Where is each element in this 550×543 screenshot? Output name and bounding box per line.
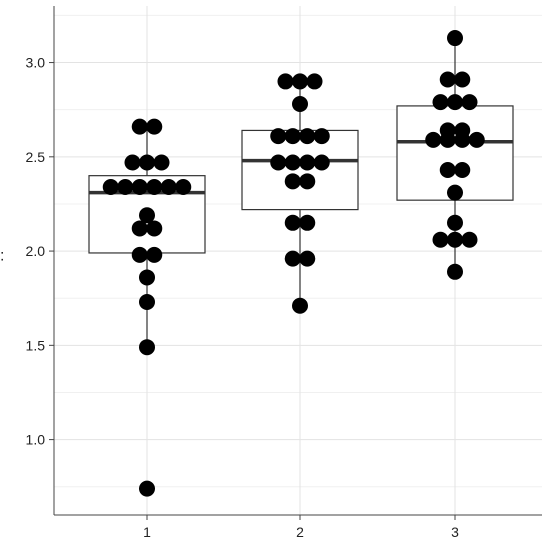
data-point <box>139 154 155 171</box>
data-point <box>454 131 471 148</box>
point-layer <box>102 30 485 497</box>
box-iqr <box>396 105 514 201</box>
data-point <box>284 214 301 231</box>
data-point <box>139 480 155 497</box>
y-tick-label: 2.5 <box>26 149 46 165</box>
data-point <box>277 73 294 90</box>
data-point <box>439 71 456 88</box>
data-point <box>454 162 471 179</box>
data-point <box>299 250 316 267</box>
data-point <box>454 71 471 88</box>
data-point <box>447 30 463 47</box>
data-point <box>447 263 463 280</box>
data-point <box>284 128 301 145</box>
x-tick-label: 3 <box>451 524 459 540</box>
data-point <box>292 96 308 113</box>
data-point <box>447 214 463 231</box>
label-layer: : 1.0 1.5 2.0 2.5 3.0 1 2 3 <box>0 55 459 540</box>
data-point <box>160 178 177 195</box>
data-point <box>461 231 478 248</box>
data-point <box>313 154 330 171</box>
data-point <box>439 131 456 148</box>
data-point <box>299 214 316 231</box>
x-tick-label: 2 <box>296 524 304 540</box>
y-tick-label: 2.0 <box>26 243 46 259</box>
data-point <box>425 131 442 148</box>
data-point <box>284 154 301 171</box>
data-point <box>146 118 163 135</box>
data-point <box>447 184 463 201</box>
data-point <box>131 220 148 237</box>
data-point <box>299 154 316 171</box>
data-point <box>146 178 163 195</box>
data-point <box>447 94 463 111</box>
data-point <box>284 173 301 190</box>
y-axis-label: : <box>0 248 4 265</box>
data-point <box>313 128 330 145</box>
data-point <box>175 178 192 195</box>
data-point <box>447 231 463 248</box>
axis-layer <box>49 6 542 520</box>
y-tick-label: 3.0 <box>26 55 46 71</box>
data-point <box>131 178 148 195</box>
box-group-2 <box>241 81 359 308</box>
data-point <box>292 297 308 314</box>
data-point <box>461 94 478 111</box>
data-point <box>146 246 163 263</box>
data-point <box>432 231 449 248</box>
data-point <box>270 154 287 171</box>
data-point <box>299 173 316 190</box>
data-point <box>131 246 148 263</box>
y-tick-label: 1.5 <box>26 337 46 353</box>
data-point <box>146 220 163 237</box>
y-tick-label: 1.0 <box>26 432 46 448</box>
data-point <box>139 293 155 310</box>
data-point <box>102 178 119 195</box>
data-point <box>124 154 141 171</box>
data-point <box>117 178 134 195</box>
data-point <box>139 339 155 356</box>
data-point <box>292 73 308 90</box>
data-point <box>432 94 449 111</box>
data-point <box>299 128 316 145</box>
data-point <box>284 250 301 267</box>
data-point <box>468 131 485 148</box>
box-iqr <box>241 129 359 211</box>
data-point <box>139 269 155 286</box>
data-point <box>270 128 287 145</box>
data-point <box>306 73 323 90</box>
x-tick-label: 1 <box>143 524 151 540</box>
data-point <box>131 118 148 135</box>
data-point <box>139 207 155 224</box>
data-point <box>439 162 456 179</box>
data-point <box>153 154 170 171</box>
